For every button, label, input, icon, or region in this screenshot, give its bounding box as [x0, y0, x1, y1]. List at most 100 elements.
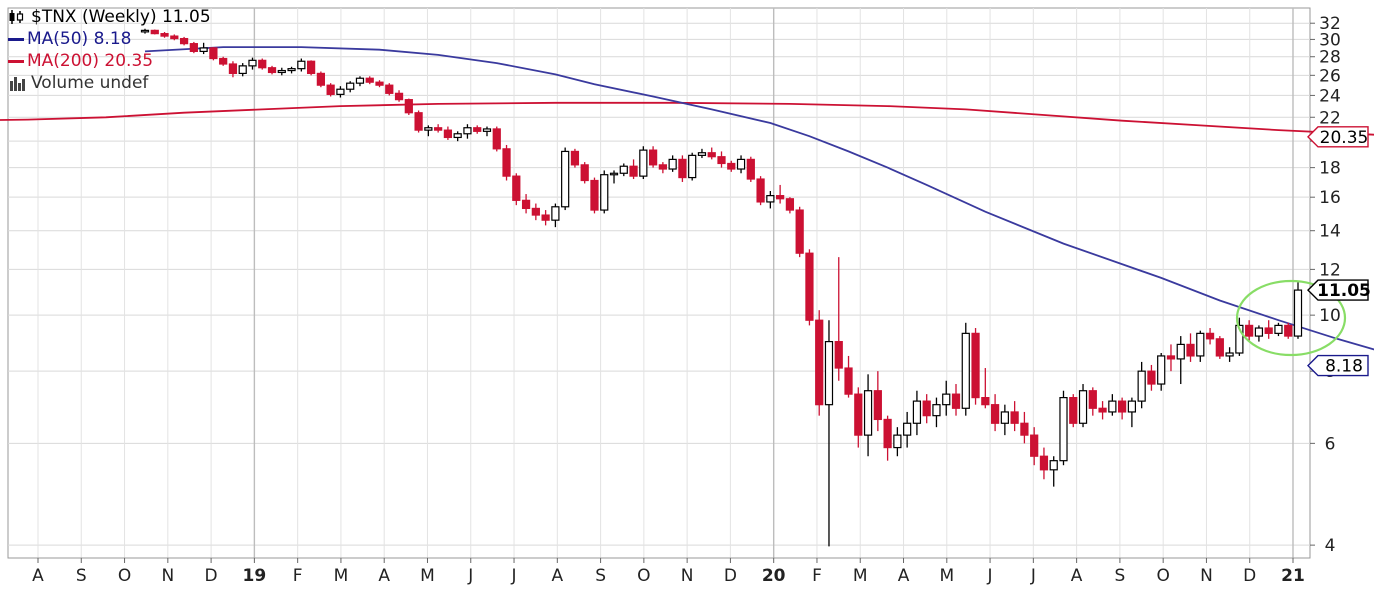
candle-body — [570, 150, 580, 166]
candle — [824, 320, 834, 547]
candle-body — [981, 397, 990, 406]
x-tick-label: A — [1071, 566, 1083, 585]
x-tick-label: M — [334, 566, 349, 585]
bar-chart-icon — [8, 75, 28, 91]
candle — [1039, 447, 1049, 480]
legend-ma200-text: MA(200) 20.35 — [27, 51, 154, 71]
value-tag-box — [1307, 279, 1369, 301]
candle — [766, 190, 775, 209]
candle — [854, 387, 863, 448]
candle — [1127, 397, 1137, 428]
candle — [1108, 394, 1117, 416]
x-tick-label: 19 — [243, 566, 267, 585]
candle-body — [893, 434, 902, 449]
candle-body — [238, 65, 247, 75]
candle-body — [932, 404, 941, 417]
candle — [1245, 320, 1254, 342]
candle-body — [1284, 324, 1293, 337]
candle — [1098, 401, 1107, 420]
candle — [1284, 322, 1293, 339]
candle — [1020, 411, 1029, 444]
ma200-layer — [0, 101, 1374, 136]
candle-body — [727, 162, 736, 170]
candle — [277, 67, 286, 76]
candle — [658, 162, 667, 174]
candle-body — [912, 400, 922, 424]
candle-body — [717, 156, 726, 165]
candle — [306, 60, 316, 76]
candle-body — [648, 149, 658, 166]
candle — [756, 176, 765, 206]
candle — [785, 197, 795, 214]
value-tag-box — [1307, 354, 1369, 377]
x-tick-label: A — [898, 566, 910, 585]
candle — [678, 155, 687, 182]
candle — [394, 90, 404, 102]
candle-body — [209, 47, 218, 60]
candle-body — [1274, 324, 1283, 334]
legend-volume-text: Volume undef — [31, 73, 149, 93]
candle-body — [385, 84, 394, 94]
candle — [1118, 397, 1127, 420]
candle — [1088, 387, 1097, 416]
candle-body — [443, 129, 453, 139]
candle-body — [707, 152, 716, 158]
candle — [170, 34, 179, 41]
legend-ma200: MA(200) 20.35 — [8, 50, 211, 72]
candle-body — [365, 77, 374, 83]
candle-body — [873, 390, 882, 421]
candle-body — [834, 340, 843, 369]
candle — [873, 371, 882, 432]
highlight-circle — [1235, 279, 1347, 357]
candle-body — [1010, 411, 1019, 424]
candle — [834, 257, 843, 381]
highlight-layer — [1235, 279, 1347, 357]
candle — [1157, 353, 1166, 391]
axis-layer: 468101214161820222426283032ASOND19FMAMJJ… — [8, 14, 1341, 586]
candle — [990, 394, 1000, 432]
candle — [961, 322, 970, 416]
y-tick-label: 32 — [1319, 14, 1341, 34]
candle — [297, 58, 306, 72]
candle — [844, 355, 853, 398]
candle — [365, 76, 374, 85]
candle — [590, 177, 599, 214]
candle — [717, 151, 726, 168]
candle — [228, 61, 238, 78]
candle — [863, 374, 873, 457]
candle-body — [1127, 400, 1137, 413]
candle — [160, 31, 169, 38]
candle — [482, 126, 492, 137]
candle-body — [1186, 343, 1195, 357]
candle-body — [306, 60, 316, 75]
candle — [492, 126, 501, 152]
candle-body — [1137, 370, 1146, 402]
candle-body — [1069, 397, 1078, 424]
x-tick-label: S — [595, 566, 606, 585]
candle — [199, 42, 208, 55]
candle — [815, 310, 824, 416]
candle-body — [561, 150, 570, 208]
y-tick-label: 28 — [1319, 48, 1341, 68]
candle-body — [795, 209, 804, 254]
y-tick-label: 26 — [1319, 66, 1341, 86]
candle-body — [140, 29, 150, 33]
candle-body — [1108, 400, 1117, 413]
candle-body — [1157, 355, 1166, 385]
candle — [209, 47, 218, 61]
candle-body — [482, 128, 492, 132]
candle-body — [1166, 355, 1176, 360]
x-tick-label: M — [939, 566, 954, 585]
candle-body — [521, 199, 531, 210]
candle-body — [756, 178, 765, 203]
candle — [1225, 347, 1234, 362]
candle-body — [1000, 411, 1009, 424]
candle — [570, 148, 580, 168]
candle-body — [170, 35, 179, 40]
candle — [1059, 390, 1068, 466]
candle — [189, 41, 198, 54]
candle — [795, 206, 804, 258]
candle-body — [863, 390, 873, 436]
price-value-tag: 11.05 — [1307, 279, 1371, 301]
value-tag-label: 11.05 — [1317, 281, 1371, 301]
